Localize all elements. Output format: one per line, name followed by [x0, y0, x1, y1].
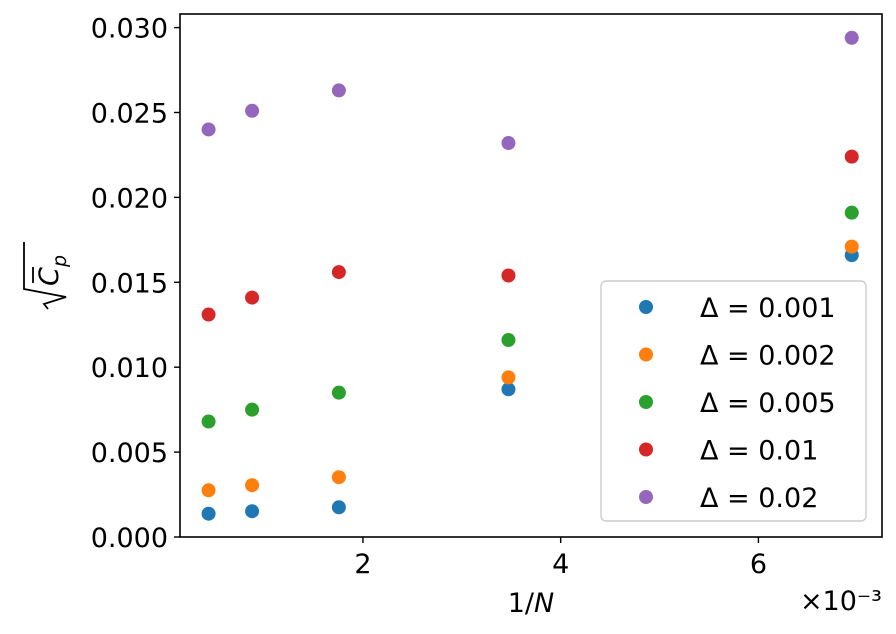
plot-frame [179, 13, 883, 538]
y-tick-label: 0.015 [91, 268, 168, 299]
x-tick-label: 2 [354, 549, 371, 580]
data-point [201, 483, 216, 498]
data-point [331, 265, 346, 280]
legend-marker [639, 300, 653, 314]
y-tick-label: 0.010 [91, 353, 168, 384]
y-tick-label: 0.000 [91, 523, 168, 554]
x-tick-label: 4 [552, 549, 569, 580]
legend-marker [639, 442, 653, 457]
legend-label: Δ = 0.005 [700, 388, 836, 419]
x-offset-label: ×10⁻³ [800, 586, 882, 617]
data-point [245, 402, 260, 417]
legend-box [600, 280, 867, 522]
legend-marker [639, 490, 653, 504]
y-tick-label: 0.020 [91, 183, 168, 214]
data-point [844, 149, 859, 164]
data-point [501, 382, 516, 397]
y-axis-label-text: C [34, 267, 65, 286]
data-point [331, 470, 346, 485]
legend-label: Δ = 0.02 [700, 483, 818, 514]
x-axis-label: 1/N [508, 588, 554, 619]
data-point [201, 122, 216, 137]
data-point [501, 136, 516, 151]
data-point [844, 239, 859, 254]
legend-marker [639, 395, 653, 409]
data-point [201, 307, 216, 322]
data-point [245, 103, 260, 118]
data-point [844, 30, 859, 45]
data-point [331, 385, 346, 400]
data-point [501, 268, 516, 283]
data-point [501, 333, 516, 348]
data-point [245, 290, 260, 305]
legend-label: Δ = 0.01 [700, 436, 818, 467]
data-point [501, 370, 516, 385]
data-point [331, 83, 346, 98]
data-point [201, 414, 216, 429]
sqrt-symbol [23, 242, 67, 310]
data-point [201, 506, 216, 521]
x-tick-label: 6 [750, 549, 767, 580]
data-point [331, 500, 346, 515]
legend-marker [639, 347, 653, 362]
y-axis-label: Cp [23, 242, 71, 310]
y-tick-label: 0.025 [91, 98, 168, 129]
y-tick-label: 0.030 [91, 14, 168, 45]
y-tick-label: 0.005 [91, 438, 168, 469]
data-point [245, 478, 260, 493]
legend-label: Δ = 0.002 [700, 341, 836, 372]
legend-label: Δ = 0.001 [700, 293, 836, 324]
data-point [245, 504, 260, 519]
y-axis-label-subscript: p [49, 255, 71, 268]
data-point [844, 205, 859, 220]
